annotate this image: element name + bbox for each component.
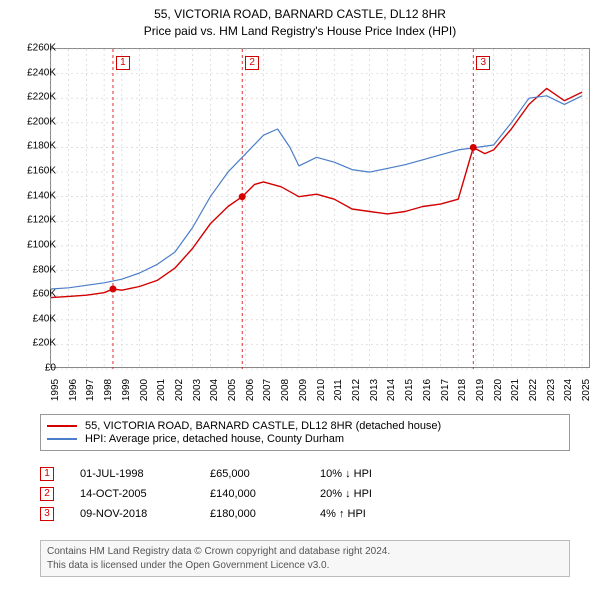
- x-tick-label: 2009: [298, 379, 309, 401]
- chart-svg: [51, 49, 589, 367]
- title-line-1: 55, VICTORIA ROAD, BARNARD CASTLE, DL12 …: [0, 6, 600, 23]
- x-tick-label: 2019: [475, 379, 486, 401]
- x-tick-label: 2000: [139, 379, 150, 401]
- x-tick-label: 1998: [103, 379, 114, 401]
- transaction-number-box: 1: [40, 467, 54, 481]
- x-tick-label: 2013: [369, 379, 380, 401]
- legend-row: 55, VICTORIA ROAD, BARNARD CASTLE, DL12 …: [47, 420, 563, 432]
- plot-area: [50, 48, 590, 368]
- transaction-number-box: 3: [40, 507, 54, 521]
- transaction-price: £140,000: [210, 488, 320, 500]
- attribution-footer: Contains HM Land Registry data © Crown c…: [40, 540, 570, 577]
- x-tick-label: 2015: [404, 379, 415, 401]
- y-tick-label: £260K: [27, 43, 56, 54]
- y-tick-label: £60K: [33, 289, 56, 300]
- x-tick-label: 2017: [440, 379, 451, 401]
- x-tick-label: 2011: [333, 379, 344, 401]
- x-tick-label: 2008: [280, 379, 291, 401]
- y-tick-label: £160K: [27, 166, 56, 177]
- x-tick-label: 2007: [262, 379, 273, 401]
- title-line-2: Price paid vs. HM Land Registry's House …: [0, 23, 600, 40]
- x-tick-label: 2016: [422, 379, 433, 401]
- table-row: 1 01-JUL-1998 £65,000 10% ↓ HPI: [40, 466, 570, 482]
- footer-line-2: This data is licensed under the Open Gov…: [47, 559, 563, 573]
- x-tick-label: 1999: [121, 379, 132, 401]
- y-tick-label: £200K: [27, 116, 56, 127]
- y-tick-label: £100K: [27, 239, 56, 250]
- x-tick-label: 2014: [386, 379, 397, 401]
- x-tick-label: 2025: [581, 379, 592, 401]
- transaction-price: £180,000: [210, 508, 320, 520]
- x-tick-label: 2023: [546, 379, 557, 401]
- transaction-date: 01-JUL-1998: [80, 468, 210, 480]
- title-block: 55, VICTORIA ROAD, BARNARD CASTLE, DL12 …: [0, 0, 600, 40]
- x-tick-label: 2006: [245, 379, 256, 401]
- x-tick-label: 2001: [156, 379, 167, 401]
- table-row: 3 09-NOV-2018 £180,000 4% ↑ HPI: [40, 506, 570, 522]
- y-tick-label: £120K: [27, 215, 56, 226]
- transaction-number-box: 2: [40, 487, 54, 501]
- transaction-date: 09-NOV-2018: [80, 508, 210, 520]
- legend-swatch-property: [47, 425, 77, 427]
- transaction-delta: 20% ↓ HPI: [320, 488, 570, 500]
- transaction-price: £65,000: [210, 468, 320, 480]
- chart-callout-box: 3: [476, 56, 490, 70]
- chart-container: 55, VICTORIA ROAD, BARNARD CASTLE, DL12 …: [0, 0, 600, 590]
- y-tick-label: £240K: [27, 67, 56, 78]
- x-tick-label: 1996: [68, 379, 79, 401]
- y-tick-label: £140K: [27, 190, 56, 201]
- legend-swatch-hpi: [47, 438, 77, 440]
- y-tick-label: £220K: [27, 92, 56, 103]
- legend-label-property: 55, VICTORIA ROAD, BARNARD CASTLE, DL12 …: [85, 420, 441, 432]
- x-tick-label: 2021: [510, 379, 521, 401]
- x-tick-label: 1997: [85, 379, 96, 401]
- x-tick-label: 2010: [316, 379, 327, 401]
- y-tick-label: £80K: [33, 264, 56, 275]
- transaction-delta: 4% ↑ HPI: [320, 508, 570, 520]
- transaction-delta: 10% ↓ HPI: [320, 468, 570, 480]
- y-tick-label: £0: [45, 363, 56, 374]
- table-row: 2 14-OCT-2005 £140,000 20% ↓ HPI: [40, 486, 570, 502]
- x-tick-label: 2004: [209, 379, 220, 401]
- legend-row: HPI: Average price, detached house, Coun…: [47, 433, 563, 445]
- legend-label-hpi: HPI: Average price, detached house, Coun…: [85, 433, 344, 445]
- x-tick-label: 2012: [351, 379, 362, 401]
- transactions-table: 1 01-JUL-1998 £65,000 10% ↓ HPI 2 14-OCT…: [40, 462, 570, 526]
- x-tick-label: 1995: [50, 379, 61, 401]
- transaction-date: 14-OCT-2005: [80, 488, 210, 500]
- x-tick-label: 2020: [493, 379, 504, 401]
- chart-callout-box: 2: [245, 56, 259, 70]
- chart-callout-box: 1: [116, 56, 130, 70]
- footer-line-1: Contains HM Land Registry data © Crown c…: [47, 545, 563, 559]
- x-tick-label: 2022: [528, 379, 539, 401]
- y-tick-label: £180K: [27, 141, 56, 152]
- x-tick-label: 2018: [457, 379, 468, 401]
- x-tick-label: 2005: [227, 379, 238, 401]
- x-tick-label: 2002: [174, 379, 185, 401]
- y-tick-label: £40K: [33, 313, 56, 324]
- x-tick-label: 2003: [192, 379, 203, 401]
- legend: 55, VICTORIA ROAD, BARNARD CASTLE, DL12 …: [40, 414, 570, 451]
- x-tick-label: 2024: [563, 379, 574, 401]
- y-tick-label: £20K: [33, 338, 56, 349]
